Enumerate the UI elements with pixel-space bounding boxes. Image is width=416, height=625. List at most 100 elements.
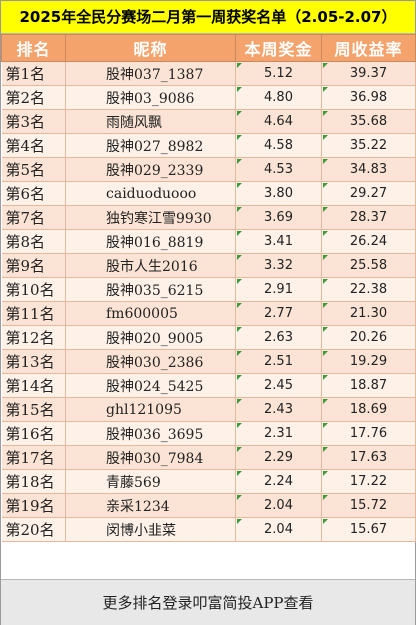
table-row: 第9名 股市人生2016 3.32 25.58	[1, 253, 416, 278]
table-row: 第1名 股神037_1387 5.12 39.37	[1, 61, 416, 86]
table-row: 第20名 闵博小韭菜 2.04 15.67	[1, 517, 416, 542]
bonus-cell: 2.51	[235, 349, 322, 374]
bonus-cell: 5.12	[235, 61, 322, 86]
table-row: 第7名 独钓寒江雪9930 3.69 28.37	[1, 205, 416, 230]
yield-cell: 19.29	[321, 349, 416, 374]
table-body: 第1名 股神037_1387 5.12 39.37 第2名 股神03_9086 4.80 36…	[1, 61, 416, 542]
rank-cell: 第11名	[1, 301, 66, 326]
rank-cell: 第16名	[1, 421, 66, 446]
yield-cell: 18.87	[321, 373, 416, 398]
table-row: 第3名 雨随风飘 4.64 35.68	[1, 109, 416, 134]
nickname-cell: 股神03_9086	[65, 85, 236, 110]
yield-cell: 17.63	[321, 445, 416, 470]
table-row: 第10名 股神035_6215 2.91 22.38	[1, 277, 416, 302]
table-row: 第14名 股神024_5425 2.45 18.87	[1, 373, 416, 398]
rank-cell: 第2名	[1, 85, 66, 110]
bonus-cell: 2.29	[235, 445, 322, 470]
bonus-cell: 2.31	[235, 421, 322, 446]
rank-cell: 第4名	[1, 133, 66, 158]
nickname-cell: 股神037_1387	[65, 61, 236, 86]
footer-note: 更多排名登录叩富简投APP查看	[1, 579, 415, 625]
nickname-cell: 股神024_5425	[65, 373, 236, 398]
rank-cell: 第9名	[1, 253, 66, 278]
yield-cell: 21.30	[321, 301, 416, 326]
nickname-cell: 股神030_2386	[65, 349, 236, 374]
table-row: 第11名 fm600005 2.77 21.30	[1, 301, 416, 326]
nickname-cell: 独钓寒江雪9930	[65, 205, 236, 230]
rank-cell: 第3名	[1, 109, 66, 134]
page-title: 2025年全民分赛场二月第一周获奖名单（2.05-2.07）	[1, 1, 415, 34]
yield-cell: 35.68	[321, 109, 416, 134]
header-bonus: 本周奖金	[235, 34, 322, 62]
rank-cell: 第19名	[1, 493, 66, 518]
nickname-cell: 股神035_6215	[65, 277, 236, 302]
yield-cell: 35.22	[321, 133, 416, 158]
yield-cell: 18.69	[321, 397, 416, 422]
bonus-cell: 2.77	[235, 301, 322, 326]
bonus-cell: 4.53	[235, 157, 322, 182]
yield-cell: 39.37	[321, 61, 416, 86]
nickname-cell: caiduoduooo	[65, 181, 236, 206]
header-nickname: 昵称	[65, 34, 236, 62]
table-row: 第12名 股神020_9005 2.63 20.26	[1, 325, 416, 350]
table-row: 第17名 股神030_7984 2.29 17.63	[1, 445, 416, 470]
rank-cell: 第10名	[1, 277, 66, 302]
rank-cell: 第1名	[1, 61, 66, 86]
bonus-cell: 2.43	[235, 397, 322, 422]
bonus-cell: 3.80	[235, 181, 322, 206]
table-row: 第18名 青藤569 2.24 17.22	[1, 469, 416, 494]
nickname-cell: 股神030_7984	[65, 445, 236, 470]
rank-cell: 第15名	[1, 397, 66, 422]
nickname-cell: 雨随风飘	[65, 109, 236, 134]
table-row: 第4名 股神027_8982 4.58 35.22	[1, 133, 416, 158]
rank-cell: 第14名	[1, 373, 66, 398]
rank-cell: 第8名	[1, 229, 66, 254]
bonus-cell: 4.64	[235, 109, 322, 134]
bonus-cell: 3.69	[235, 205, 322, 230]
bonus-cell: 3.32	[235, 253, 322, 278]
table-row: 第13名 股神030_2386 2.51 19.29	[1, 349, 416, 374]
nickname-cell: 青藤569	[65, 469, 236, 494]
bonus-cell: 3.41	[235, 229, 322, 254]
yield-cell: 26.24	[321, 229, 416, 254]
rank-cell: 第7名	[1, 205, 66, 230]
yield-cell: 17.76	[321, 421, 416, 446]
nickname-cell: 股神027_8982	[65, 133, 236, 158]
bonus-cell: 4.80	[235, 85, 322, 110]
header-yield: 周收益率	[321, 34, 416, 62]
bonus-cell: 2.91	[235, 277, 322, 302]
bonus-cell: 2.63	[235, 325, 322, 350]
nickname-cell: 闵博小韭菜	[65, 517, 236, 542]
nickname-cell: 股神020_9005	[65, 325, 236, 350]
nickname-cell: 股神016_8819	[65, 229, 236, 254]
table-row: 第2名 股神03_9086 4.80 36.98	[1, 85, 416, 110]
bonus-cell: 2.24	[235, 469, 322, 494]
rank-cell: 第20名	[1, 517, 66, 542]
nickname-cell: 股神029_2339	[65, 157, 236, 182]
yield-cell: 34.83	[321, 157, 416, 182]
rank-cell: 第17名	[1, 445, 66, 470]
nickname-cell: 股市人生2016	[65, 253, 236, 278]
yield-cell: 29.27	[321, 181, 416, 206]
table-header-row: 排名 昵称 本周奖金 周收益率	[1, 34, 416, 62]
table-row: 第19名 亲采1234 2.04 15.72	[1, 493, 416, 518]
rank-cell: 第12名	[1, 325, 66, 350]
table-row: 第8名 股神016_8819 3.41 26.24	[1, 229, 416, 254]
yield-cell: 15.67	[321, 517, 416, 542]
table-row: 第6名 caiduoduooo 3.80 29.27	[1, 181, 416, 206]
yield-cell: 25.58	[321, 253, 416, 278]
rank-cell: 第5名	[1, 157, 66, 182]
yield-cell: 15.72	[321, 493, 416, 518]
yield-cell: 28.37	[321, 205, 416, 230]
bonus-cell: 2.45	[235, 373, 322, 398]
bonus-cell: 4.58	[235, 133, 322, 158]
nickname-cell: 股神036_3695	[65, 421, 236, 446]
rank-cell: 第6名	[1, 181, 66, 206]
table-row: 第15名 ghl121095 2.43 18.69	[1, 397, 416, 422]
bonus-cell: 2.04	[235, 517, 322, 542]
yield-cell: 22.38	[321, 277, 416, 302]
yield-cell: 17.22	[321, 469, 416, 494]
ranking-table: 排名 昵称 本周奖金 周收益率 第1名 股神037_1387 5.12 39.37 第2…	[1, 34, 416, 542]
nickname-cell: fm600005	[65, 301, 236, 326]
